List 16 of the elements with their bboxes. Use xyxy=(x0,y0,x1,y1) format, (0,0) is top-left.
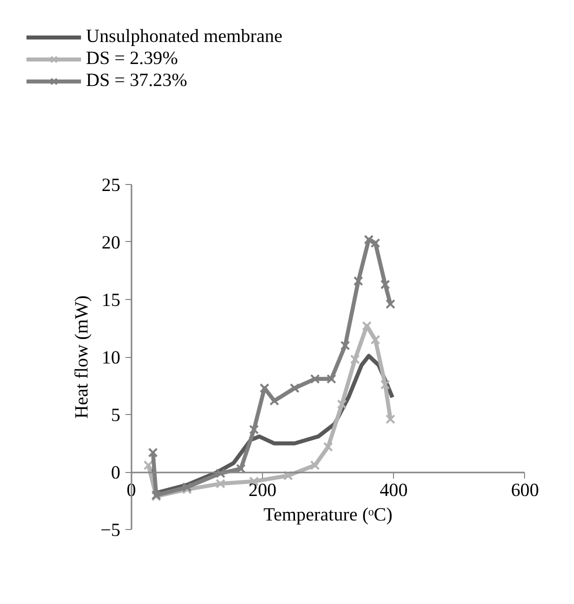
x-tick-label: 0 xyxy=(126,480,136,502)
legend-label: Unsulphonated membrane xyxy=(86,26,282,48)
y-tick-label: 20 xyxy=(102,232,120,254)
y-tick-label: 5 xyxy=(110,405,120,426)
y-axis-title: Heat flow (mW) xyxy=(72,295,93,419)
x-tick-label: 600 xyxy=(510,480,539,502)
y-tick-label: 15 xyxy=(102,290,120,311)
x-tick-label: 200 xyxy=(248,480,276,502)
y-tick-label: 25 xyxy=(102,174,120,196)
x-tick-label: 400 xyxy=(380,480,408,502)
y-tick-label: 10 xyxy=(102,348,120,369)
legend-label: DS = 37.23% xyxy=(86,70,188,92)
legend-label: DS = 2.39% xyxy=(86,48,178,70)
x-axis-title: Temperature (ᵒC) xyxy=(264,504,392,526)
y-tick-label: 0 xyxy=(110,462,120,484)
y-tick-label: −5 xyxy=(100,520,120,542)
